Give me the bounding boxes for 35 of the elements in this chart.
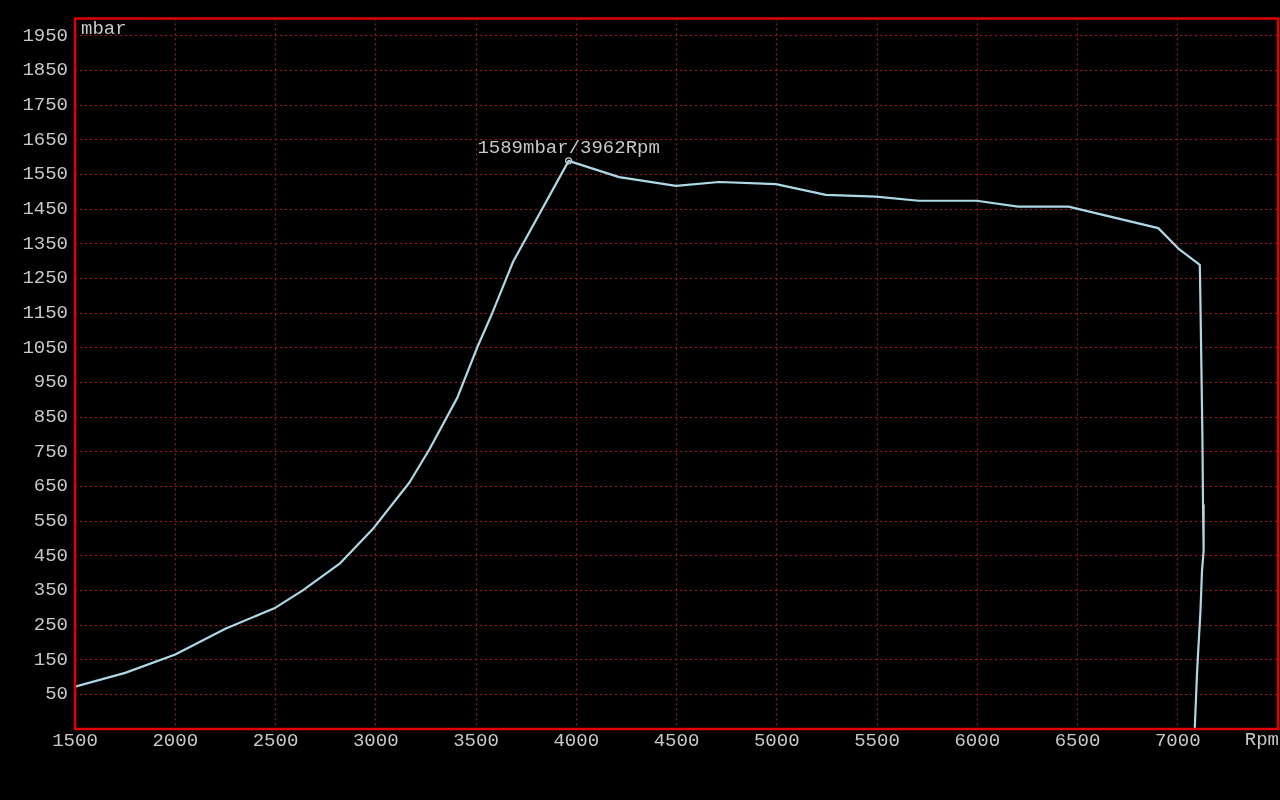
y-tick-label: 250 xyxy=(33,614,68,637)
y-tick-label: 1350 xyxy=(22,232,68,255)
y-tick-label: 1750 xyxy=(22,94,68,117)
x-tick-label: 4000 xyxy=(553,730,600,753)
annotation: 1589mbar/3962Rpm xyxy=(477,137,660,160)
y-tick-label: 1950 xyxy=(22,24,68,47)
y-tick-label: 950 xyxy=(33,371,68,394)
y-tick-label: 850 xyxy=(33,406,68,429)
y-tick-label: 450 xyxy=(33,544,68,567)
y-tick-label: 150 xyxy=(33,648,68,671)
y-tick-label: 1150 xyxy=(22,302,68,325)
y-tick-label: 1250 xyxy=(22,267,68,290)
x-tick-label: 6000 xyxy=(954,730,1001,753)
x-tick-label: 5000 xyxy=(753,730,800,753)
y-tick-label: 550 xyxy=(33,510,68,533)
x-tick-label: 4500 xyxy=(653,730,700,753)
x-tick-label: 2000 xyxy=(152,730,199,753)
x-tick-label: 1500 xyxy=(52,730,98,753)
x-tick-label: 2500 xyxy=(252,730,299,753)
x-tick-label: 5500 xyxy=(854,730,900,753)
y-tick-label: 50 xyxy=(45,683,68,706)
y-axis-title: mbar xyxy=(81,17,127,40)
y-tick-label: 1550 xyxy=(22,163,68,186)
y-tick-label: 1450 xyxy=(22,198,68,221)
y-tick-label: 1650 xyxy=(22,128,68,151)
x-tick-label: 6500 xyxy=(1054,730,1101,753)
y-tick-label: 750 xyxy=(33,440,68,463)
y-tick-label: 650 xyxy=(33,475,68,498)
x-tick-label: 3000 xyxy=(352,730,399,753)
x-tick-label: 3500 xyxy=(453,730,499,753)
x-axis-title: Rpm xyxy=(1244,729,1279,752)
y-tick-label: 350 xyxy=(33,579,68,602)
y-tick-label: 1050 xyxy=(22,336,68,359)
x-tick-label: 7000 xyxy=(1154,730,1201,753)
y-tick-label: 1850 xyxy=(22,59,68,82)
